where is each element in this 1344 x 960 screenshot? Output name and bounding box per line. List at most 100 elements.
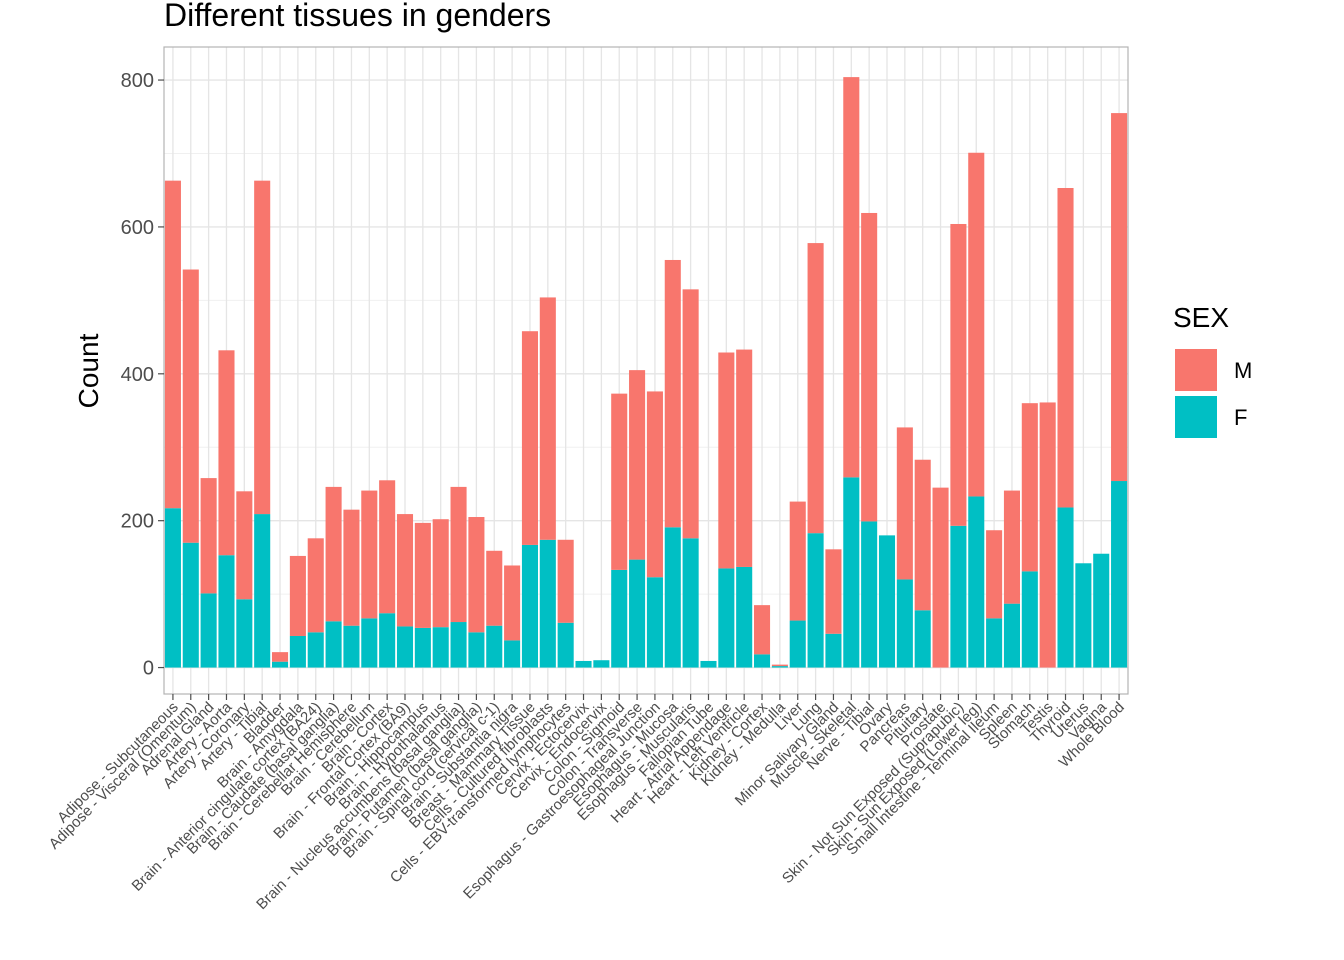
bar-female: [200, 593, 217, 668]
bar-female: [682, 538, 699, 668]
bar-female: [343, 625, 360, 668]
bar-female: [700, 660, 717, 668]
bar-male: [807, 243, 824, 534]
bar-male: [932, 487, 949, 668]
bar-female: [486, 625, 503, 668]
bar-female: [379, 613, 396, 668]
bar-male: [1039, 402, 1056, 668]
y-tick-label: 400: [121, 364, 154, 386]
bar-male: [1021, 403, 1038, 572]
bar-female: [575, 660, 592, 668]
bar-male: [771, 664, 788, 667]
bar-female: [432, 627, 449, 668]
bar-female: [861, 521, 878, 668]
bar-male: [182, 269, 199, 543]
bar-male: [611, 393, 628, 570]
bar-female: [950, 525, 967, 668]
bar-female: [754, 654, 771, 668]
bar-female: [182, 542, 199, 668]
bar-female: [468, 632, 485, 668]
bar-female: [986, 618, 1003, 668]
bar-female: [1111, 481, 1128, 668]
bar-male: [307, 538, 324, 633]
bar-female: [611, 569, 628, 668]
bar-male: [486, 550, 503, 626]
bar-male: [218, 350, 235, 556]
bar-female: [718, 568, 735, 668]
plot-panel: [164, 47, 1128, 694]
bar-male: [450, 486, 467, 623]
legend-label-m: M: [1234, 358, 1252, 383]
bar-male: [789, 501, 806, 621]
bar-female: [539, 539, 556, 668]
bar-female: [1003, 603, 1020, 668]
bar-male: [557, 539, 574, 623]
bar-male: [343, 509, 360, 626]
bar-male: [504, 565, 521, 641]
bar-male: [1003, 490, 1020, 604]
bar-male: [843, 77, 860, 478]
bar-female: [825, 633, 842, 668]
plot-border: [163, 46, 1129, 695]
bar-male: [629, 370, 646, 560]
bar-female: [325, 621, 342, 668]
bar-female: [504, 640, 521, 668]
bar-male: [718, 352, 735, 569]
bar-female: [557, 622, 574, 668]
bar-female: [396, 626, 414, 668]
bar-female: [164, 508, 181, 668]
bar-male: [379, 480, 396, 614]
bar-male: [236, 491, 253, 600]
bar-male: [646, 391, 663, 578]
bar-female: [1093, 553, 1110, 668]
bar-female: [218, 555, 235, 668]
y-tick-label: 0: [143, 658, 154, 680]
bar-male: [539, 297, 556, 540]
bar-male: [414, 522, 431, 628]
bar-male: [254, 180, 271, 515]
bar-male: [896, 427, 913, 580]
bar-male: [825, 549, 842, 634]
chart-title: Different tissues in genders: [164, 0, 551, 33]
bar-female: [914, 610, 931, 668]
bar-female: [521, 544, 538, 668]
y-tick-label: 600: [121, 217, 154, 239]
bar-female: [771, 666, 788, 668]
bar-female: [646, 577, 663, 668]
bar-male: [200, 478, 217, 594]
bar-female: [254, 514, 271, 668]
bar-female: [1021, 571, 1038, 668]
bar-female: [736, 566, 753, 668]
bar-female: [878, 535, 896, 668]
legend-key-m: [1175, 349, 1217, 391]
bar-female: [968, 496, 985, 668]
bar-female: [450, 622, 467, 668]
y-tick-label: 800: [121, 70, 154, 92]
bar-male: [861, 212, 878, 522]
bars-group: [164, 77, 1128, 668]
bar-female: [307, 632, 324, 668]
bar-male: [361, 490, 378, 619]
bar-female: [1057, 507, 1074, 668]
bar-male: [736, 349, 753, 567]
legend: SEX MF: [1173, 302, 1252, 438]
bar-female: [361, 618, 378, 668]
bar-male: [950, 223, 967, 526]
bar-male: [468, 517, 485, 633]
y-axis-title: Count: [73, 333, 104, 408]
bar-male: [432, 519, 449, 628]
bar-female: [664, 527, 681, 668]
bar-male: [521, 331, 538, 545]
legend-label-f: F: [1234, 405, 1247, 430]
bar-male: [272, 652, 289, 662]
bar-female: [236, 599, 253, 668]
bar-male: [325, 486, 342, 622]
bar-male: [289, 555, 306, 636]
bar-female: [1075, 563, 1092, 668]
bar-female: [896, 579, 913, 668]
legend-title: SEX: [1173, 302, 1229, 333]
bar-female: [593, 660, 610, 668]
bar-male: [682, 289, 699, 539]
